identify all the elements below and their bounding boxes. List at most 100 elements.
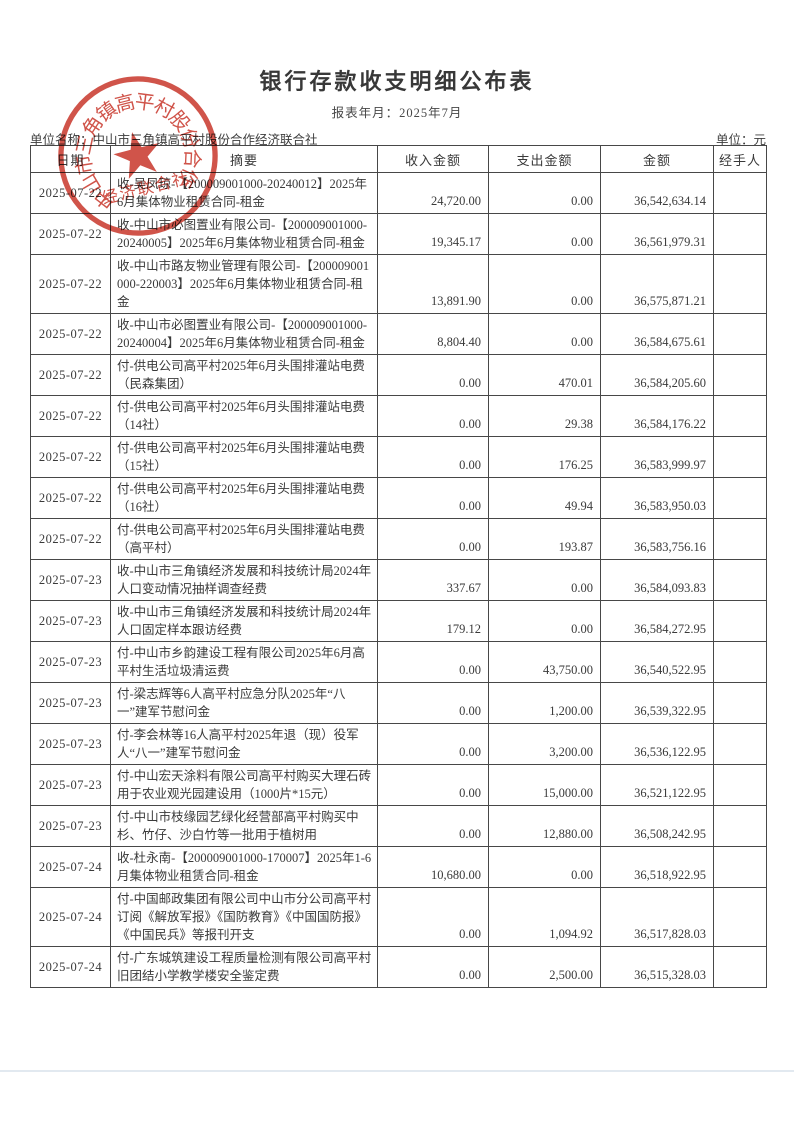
summary-cell: 付-供电公司高平村2025年6月头围排灌站电费（民森集团）	[110, 354, 378, 396]
handler-cell	[713, 518, 767, 560]
income-cell: 0.00	[377, 354, 489, 396]
summary-cell: 付-供电公司高平村2025年6月头围排灌站电费（高平村）	[110, 518, 378, 560]
balance-cell: 36,540,522.95	[600, 641, 714, 683]
summary-cell: 付-李会林等16人高平村2025年退（现）役军人“八一”建军节慰问金	[110, 723, 378, 765]
summary-cell: 付-供电公司高平村2025年6月头围排灌站电费（15社）	[110, 436, 378, 478]
handler-cell	[713, 313, 767, 355]
income-cell: 24,720.00	[377, 172, 489, 214]
handler-cell	[713, 213, 767, 255]
handler-cell	[713, 477, 767, 519]
income-cell: 13,891.90	[377, 254, 489, 314]
expense-cell: 0.00	[488, 600, 601, 642]
ledger-row: 2025-07-24 付-中国邮政集团有限公司中山市分公司高平村订阅《解放军报》…	[30, 887, 767, 947]
balance-cell: 36,518,922.95	[600, 846, 714, 888]
handler-cell	[713, 600, 767, 642]
date-cell: 2025-07-24	[30, 846, 111, 888]
ledger-row: 2025-07-23 付-中山市枝缘园艺绿化经营部高平村购买中杉、竹仔、沙白竹等…	[30, 805, 767, 847]
balance-cell: 36,561,979.31	[600, 213, 714, 255]
summary-cell: 收-中山市三角镇经济发展和科技统计局2024年人口变动情况抽样调查经费	[110, 559, 378, 601]
seal-ring-char: 平	[134, 91, 156, 115]
summary-cell: 收-中山市必图置业有限公司-【200009001000-20240004】202…	[110, 313, 378, 355]
seal-star-icon	[113, 132, 159, 179]
income-cell: 0.00	[377, 641, 489, 683]
balance-cell: 36,584,205.60	[600, 354, 714, 396]
summary-cell: 收-中山市路友物业管理有限公司-【200009001000-220003】202…	[110, 254, 378, 314]
balance-cell: 36,584,176.22	[600, 395, 714, 437]
handler-cell	[713, 354, 767, 396]
summary-cell: 付-广东城筑建设工程质量检测有限公司高平村旧团结小学教学楼安全鉴定费	[110, 946, 378, 988]
summary-cell: 收-吴凤琼-【200009001000-20240012】2025年6月集体物业…	[110, 172, 378, 214]
col-header-balance: 金额	[600, 145, 714, 173]
report-period: 报表年月：2025年7月	[331, 106, 463, 120]
ledger-row: 2025-07-22 付-供电公司高平村2025年6月头围排灌站电费（15社） …	[30, 436, 767, 478]
income-cell: 10,680.00	[377, 846, 489, 888]
unit-name-line: 单位名称：中山市三角镇高平村股份合作经济联合社	[30, 129, 318, 148]
balance-cell: 36,584,272.95	[600, 600, 714, 642]
date-cell: 2025-07-23	[30, 559, 111, 601]
handler-cell	[713, 846, 767, 888]
seal-ring-circle	[58, 76, 218, 236]
ledger-row: 2025-07-23 付-梁志辉等6人高平村应急分队2025年“八一”建军节慰问…	[30, 682, 767, 724]
ledger-row: 2025-07-23 收-中山市三角镇经济发展和科技统计局2024年人口固定样本…	[30, 600, 767, 642]
summary-cell: 付-供电公司高平村2025年6月头围排灌站电费（14社）	[110, 395, 378, 437]
expense-cell: 15,000.00	[488, 764, 601, 806]
page-divider-line	[0, 1070, 794, 1072]
summary-cell: 收-杜永南-【200009001000-170007】2025年1-6月集体物业…	[110, 846, 378, 888]
expense-cell: 1,094.92	[488, 887, 601, 947]
ledger-row: 2025-07-23 付-李会林等16人高平村2025年退（现）役军人“八一”建…	[30, 723, 767, 765]
expense-cell: 2,500.00	[488, 946, 601, 988]
seal-center-text: 经济联合社	[100, 168, 192, 208]
income-cell: 0.00	[377, 764, 489, 806]
meta-row: 单位名称：中山市三角镇高平村股份合作经济联合社 单位：元	[30, 129, 766, 148]
summary-cell: 付-供电公司高平村2025年6月头围排灌站电费（16社）	[110, 477, 378, 519]
expense-cell: 0.00	[488, 213, 601, 255]
ledger-row: 2025-07-24 收-杜永南-【200009001000-170007】20…	[30, 846, 767, 888]
ledger-row: 2025-07-23 收-中山市三角镇经济发展和科技统计局2024年人口变动情况…	[30, 559, 767, 601]
col-header-expense: 支出金额	[488, 145, 601, 173]
expense-cell: 0.00	[488, 172, 601, 214]
handler-cell	[713, 805, 767, 847]
date-cell: 2025-07-22	[30, 436, 111, 478]
date-cell: 2025-07-22	[30, 254, 111, 314]
balance-cell: 36,583,999.97	[600, 436, 714, 478]
expense-cell: 0.00	[488, 313, 601, 355]
balance-cell: 36,521,122.95	[600, 764, 714, 806]
income-cell: 0.00	[377, 395, 489, 437]
date-cell: 2025-07-23	[30, 723, 111, 765]
handler-cell	[713, 682, 767, 724]
col-header-income: 收入金额	[377, 145, 489, 173]
expense-cell: 12,880.00	[488, 805, 601, 847]
handler-cell	[713, 436, 767, 478]
expense-cell: 43,750.00	[488, 641, 601, 683]
balance-cell: 36,517,828.03	[600, 887, 714, 947]
expense-cell: 49.94	[488, 477, 601, 519]
income-cell: 0.00	[377, 887, 489, 947]
ledger-header: 日期 摘要 收入金额 支出金额 金额 经手人	[30, 145, 767, 173]
expense-cell: 0.00	[488, 846, 601, 888]
date-cell: 2025-07-23	[30, 764, 111, 806]
date-cell: 2025-07-23	[30, 682, 111, 724]
official-seal-stamp: 中 山 市 三 角 镇 高 平 村 股 份 合 作 经济联合社	[58, 76, 218, 236]
ledger-row: 2025-07-22 付-供电公司高平村2025年6月头围排灌站电费（高平村） …	[30, 518, 767, 560]
handler-cell	[713, 395, 767, 437]
date-cell: 2025-07-24	[30, 946, 111, 988]
ledger-body: 2025-07-22 收-吴凤琼-【200009001000-20240012】…	[30, 172, 767, 988]
expense-cell: 470.01	[488, 354, 601, 396]
summary-cell: 付-中山宏天涂料有限公司高平村购买大理石砖用于农业观光园建设用（1000片*15…	[110, 764, 378, 806]
handler-cell	[713, 723, 767, 765]
expense-cell: 29.38	[488, 395, 601, 437]
handler-cell	[713, 946, 767, 988]
balance-cell: 36,508,242.95	[600, 805, 714, 847]
date-cell: 2025-07-22	[30, 313, 111, 355]
income-cell: 8,804.40	[377, 313, 489, 355]
seal-ring-char: 三	[73, 133, 99, 157]
expense-cell: 193.87	[488, 518, 601, 560]
date-cell: 2025-07-22	[30, 395, 111, 437]
ledger-row: 2025-07-22 付-供电公司高平村2025年6月头围排灌站电费（14社） …	[30, 395, 767, 437]
summary-cell: 收-中山市三角镇经济发展和科技统计局2024年人口固定样本跟访经费	[110, 600, 378, 642]
expense-cell: 0.00	[488, 254, 601, 314]
balance-cell: 36,583,950.03	[600, 477, 714, 519]
handler-cell	[713, 559, 767, 601]
ledger-row: 2025-07-22 收-中山市路友物业管理有限公司-【200009001000…	[30, 254, 767, 314]
